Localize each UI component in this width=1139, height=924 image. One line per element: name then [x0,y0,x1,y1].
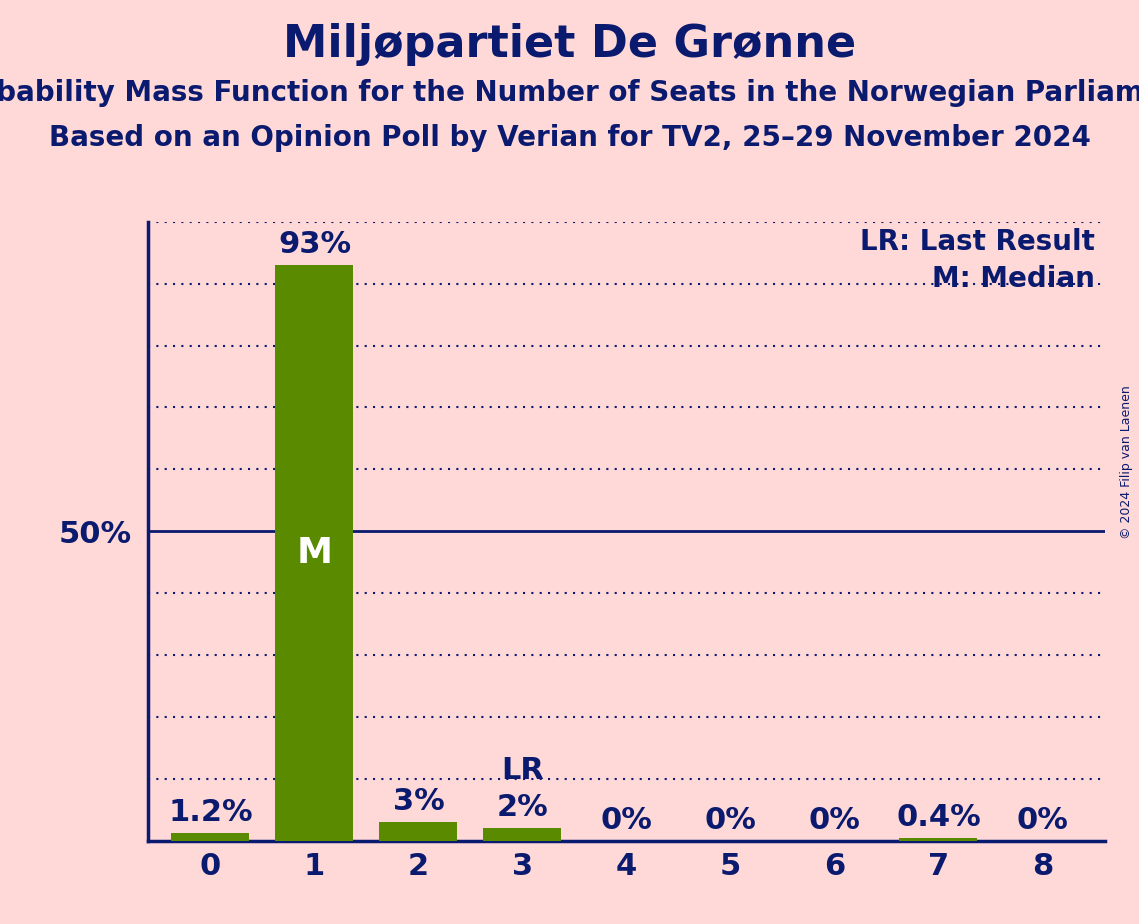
Bar [483,829,562,841]
Text: 0%: 0% [1016,806,1068,834]
Bar [379,822,458,841]
Text: M: Median: M: Median [933,265,1096,293]
Text: 0%: 0% [705,806,756,834]
Bar [900,838,977,841]
Text: Probability Mass Function for the Number of Seats in the Norwegian Parliament: Probability Mass Function for the Number… [0,79,1139,106]
Text: LR: LR [501,756,544,785]
Text: 0%: 0% [600,806,653,834]
Text: 3%: 3% [393,787,444,816]
Text: 0.4%: 0.4% [896,803,981,833]
Text: 2%: 2% [497,794,548,822]
Text: LR: Last Result: LR: Last Result [860,228,1096,256]
Text: 0%: 0% [809,806,860,834]
Bar [172,833,249,841]
Text: © 2024 Filip van Laenen: © 2024 Filip van Laenen [1121,385,1133,539]
Text: 1.2%: 1.2% [169,798,253,827]
Text: 93%: 93% [278,230,351,259]
Text: Based on an Opinion Poll by Verian for TV2, 25–29 November 2024: Based on an Opinion Poll by Verian for T… [49,124,1090,152]
Text: Miljøpartiet De Grønne: Miljøpartiet De Grønne [282,23,857,67]
Bar [276,265,353,841]
Text: M: M [296,536,333,570]
